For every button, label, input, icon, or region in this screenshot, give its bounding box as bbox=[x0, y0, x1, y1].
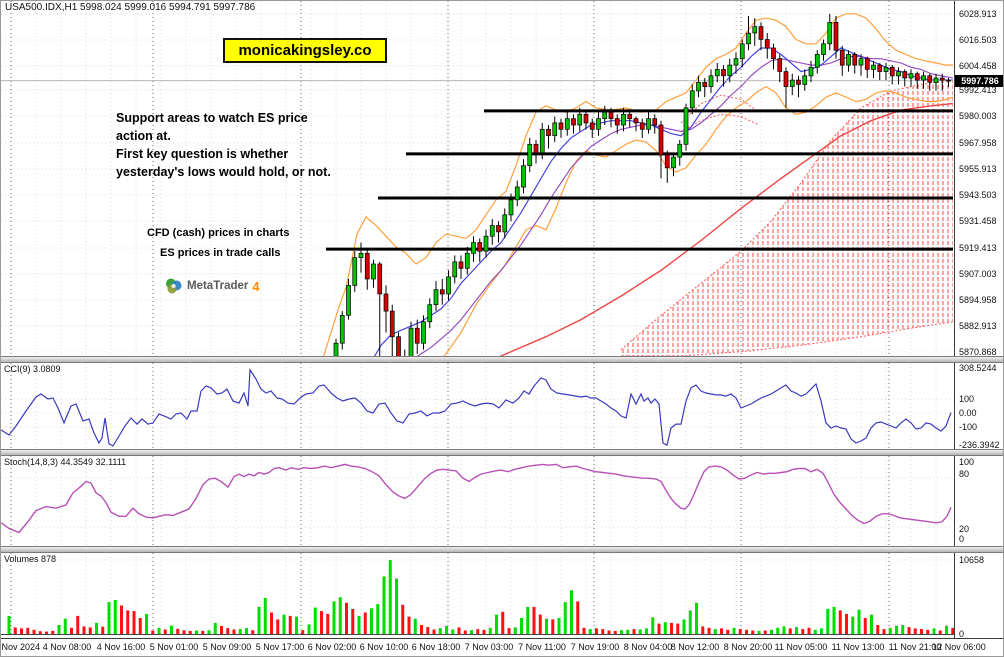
symbol-quote-title: USA500.IDX,H1 5998.024 5999.016 5994.791… bbox=[5, 2, 256, 13]
time-axis-label: 5 Nov 01:00 bbox=[149, 642, 199, 652]
cci-axis-label: -236.3942 bbox=[959, 440, 1000, 450]
price-axis-label: 5992.413 bbox=[959, 85, 997, 95]
time-axis-label: 6 Nov 02:00 bbox=[307, 642, 357, 652]
cci-axis-label: 100 bbox=[959, 394, 975, 404]
cci-indicator-panel[interactable] bbox=[1, 363, 954, 449]
metatrader-logo: MetaTrader 4 bbox=[164, 277, 260, 295]
price-axis-label: 6028.913 bbox=[959, 9, 997, 19]
time-axis-label: 5 Nov 09:00 bbox=[202, 642, 252, 652]
time-axis-label: 4 Nov 08:00 bbox=[42, 642, 92, 652]
volumes-panel[interactable] bbox=[1, 553, 954, 636]
price-axis-label: 5955.913 bbox=[959, 164, 997, 174]
metatrader-logo-number: 4 bbox=[252, 278, 260, 294]
time-axis-label: 6 Nov 10:00 bbox=[359, 642, 409, 652]
metatrader-logo-text: MetaTrader bbox=[187, 280, 249, 292]
price-axis-label: 5894.958 bbox=[959, 295, 997, 305]
price-axis-label: 5980.003 bbox=[959, 111, 997, 121]
time-axis-label: 4 Nov 16:00 bbox=[96, 642, 146, 652]
main-price-chart[interactable] bbox=[1, 1, 954, 356]
time-axis-label: 8 Nov 12:00 bbox=[670, 642, 720, 652]
volume-axis-label: 10658 bbox=[959, 555, 985, 565]
stoch-axis-label: 100 bbox=[959, 457, 975, 467]
time-axis-label: 8 Nov 20:00 bbox=[723, 642, 773, 652]
price-axis-label: 5870.868 bbox=[959, 347, 997, 357]
price-axis-label: 5907.003 bbox=[959, 269, 997, 279]
cfd-note: CFD (cash) prices in charts bbox=[147, 227, 290, 239]
time-axis-label: 12 Nov 06:00 bbox=[932, 642, 986, 652]
support-annotation: Support areas to watch ES price action a… bbox=[116, 111, 331, 179]
stochastic-label: Stoch(14,8,3) 44.3549 32.1111 bbox=[4, 457, 127, 467]
price-axis-label: 5967.958 bbox=[959, 138, 997, 148]
volumes-label: Volumes 878 bbox=[4, 554, 57, 564]
price-axis-label: 6016.503 bbox=[959, 35, 997, 45]
metatrader-logo-icon bbox=[166, 278, 182, 294]
time-axis-label: 5 Nov 17:00 bbox=[255, 642, 305, 652]
panel-splitter-2[interactable] bbox=[1, 449, 1003, 456]
es-note: ES prices in trade calls bbox=[160, 247, 281, 259]
time-axis-label: 11 Nov 21:00 bbox=[888, 642, 942, 652]
time-axis-label: 1 Nov 2024 bbox=[1, 642, 41, 652]
volume-axis-label: 0 bbox=[959, 629, 965, 639]
main-chart-layers bbox=[1, 1, 953, 356]
current-price-tag: 5997.786 bbox=[955, 75, 1003, 87]
cci-axis-label: 308.5244 bbox=[959, 363, 997, 373]
time-axis-label: 11 Nov 05:00 bbox=[774, 642, 828, 652]
watermark-label: monicakingsley.co bbox=[223, 38, 387, 63]
stoch-axis-label: 0 bbox=[959, 534, 965, 544]
time-axis-label: 11 Nov 13:00 bbox=[831, 642, 885, 652]
time-axis-label: 6 Nov 18:00 bbox=[411, 642, 461, 652]
price-axis-label: 5919.413 bbox=[959, 243, 997, 253]
price-axis[interactable]: 6028.913 6016.503 6004.458 5992.413 5980.003… bbox=[954, 1, 1003, 639]
price-axis-label: 5882.913 bbox=[959, 321, 997, 331]
stoch-axis-label: 80 bbox=[959, 469, 970, 479]
cci-axis-label: -100 bbox=[959, 422, 978, 432]
price-axis-label: 5943.503 bbox=[959, 190, 997, 200]
panel-splitter-3[interactable] bbox=[1, 546, 1003, 553]
stoch-axis-label: 20 bbox=[959, 524, 970, 534]
time-axis-label: 7 Nov 11:00 bbox=[518, 642, 566, 652]
price-axis-label: 6004.458 bbox=[959, 61, 997, 71]
time-axis-label: 7 Nov 19:00 bbox=[570, 642, 620, 652]
stochastic-indicator-panel[interactable] bbox=[1, 456, 954, 546]
time-axis-label: 7 Nov 03:00 bbox=[464, 642, 514, 652]
panel-splitter-1[interactable] bbox=[1, 356, 1003, 363]
price-axis-label: 5931.458 bbox=[959, 216, 997, 226]
cci-label: CCI(9) 3.0809 bbox=[4, 364, 61, 374]
cci-axis-label: 0.00 bbox=[959, 408, 977, 418]
time-axis-label: 8 Nov 04:00 bbox=[623, 642, 673, 652]
